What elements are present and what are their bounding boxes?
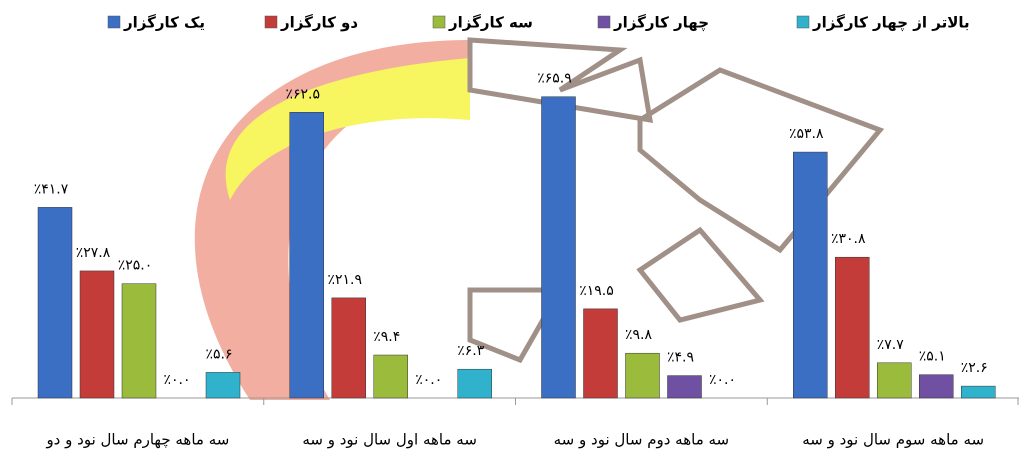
value-label: ٪۲.۶ [961,360,988,376]
bar [626,353,660,398]
value-label: ٪۲۷.۸ [76,245,111,261]
x-tick-label: سه ماهه اول سال نود و سه [302,431,477,449]
x-tick-label: سه ماهه دوم سال نود و سه [554,431,729,449]
value-label: ٪۰.۰ [709,372,736,388]
value-label: ٪۳۰.۸ [831,231,866,247]
value-label: ٪۲۱.۹ [327,272,362,288]
value-label: ٪۰.۰ [415,372,442,388]
value-label: ٪۵.۱ [919,349,946,365]
value-label: ٪۶۵.۹ [537,71,572,87]
bar [835,257,869,398]
legend-label: بالاتر از چهار کارگزار [812,14,970,33]
value-label: ٪۷.۷ [877,337,904,353]
legend-label: یک کارگزار [123,14,205,32]
value-label: ٪۶۲.۵ [285,86,320,102]
value-label: ٪۰.۰ [163,372,190,388]
legend-label: دو کارگزار [280,14,358,32]
legend-swatch [265,16,277,28]
bar [122,284,156,398]
value-label: ٪۴۱.۷ [34,181,69,197]
bar [374,355,408,398]
bar [542,97,576,398]
chart: یک کارگزار دو کارگزار سه کارگزار چهار کارگز… [0,0,1019,454]
bar [793,152,827,398]
bar [668,376,702,398]
value-label: ٪۵۳.۸ [789,126,824,142]
value-label: ٪۶.۳ [457,343,484,359]
value-label: ٪۹.۸ [625,327,652,343]
legend-label: چهار کارگزار [613,14,709,33]
bar [206,372,240,398]
value-label: ٪۹.۴ [373,329,400,345]
value-label: ٪۵.۶ [205,346,232,362]
bar [584,309,618,398]
x-tick-label: سه ماهه سوم سال نود و سه [802,431,984,449]
legend-swatch [433,16,445,28]
bar [961,386,995,398]
legend-label: سه کارگزار [448,14,533,32]
legend-swatch [108,16,120,28]
bar [332,298,366,398]
bar [290,112,324,398]
bar [877,363,911,398]
bar [38,207,72,398]
legend-swatch [598,16,610,28]
bar [458,369,492,398]
bar [919,375,953,398]
bar [80,271,114,398]
value-label: ٪۲۵.۰ [118,258,153,274]
value-label: ٪۱۹.۵ [579,283,614,299]
legend-swatch [797,16,809,28]
value-label: ٪۴.۹ [667,350,694,366]
x-tick-label: سه ماهه چهارم سال نود و دو [45,431,229,449]
